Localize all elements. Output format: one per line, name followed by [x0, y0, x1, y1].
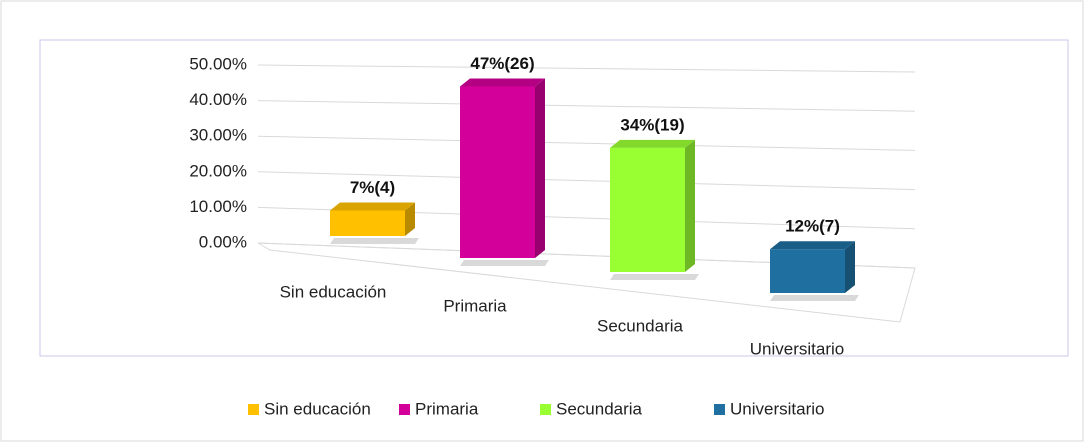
bar	[460, 86, 535, 258]
bar-shadow	[460, 260, 549, 266]
plot-border	[39, 39, 1069, 357]
bar-shadow	[610, 274, 699, 280]
value-label: 12%(7)	[785, 217, 840, 236]
y-tick-label: 30.00%	[189, 126, 247, 145]
bar-side	[405, 202, 415, 236]
legend-label: Sin educación	[264, 399, 371, 418]
legend-label: Primaria	[415, 399, 479, 418]
legend-label: Secundaria	[556, 399, 643, 418]
legend-swatch	[399, 404, 410, 415]
grid-line	[257, 64, 916, 73]
bar-top	[610, 139, 695, 148]
x-tick-label: Universitario	[750, 339, 844, 358]
bar-top	[770, 241, 855, 250]
bar-shadow	[770, 295, 859, 301]
value-label: 47%(26)	[470, 54, 534, 73]
grid-line	[257, 100, 916, 112]
grid-line	[257, 171, 916, 191]
floor	[257, 242, 916, 323]
bar-top	[330, 202, 415, 211]
bar	[610, 147, 685, 272]
x-tick-label: Sin educación	[280, 282, 387, 301]
bar	[330, 210, 405, 236]
value-label: 34%(19)	[620, 115, 684, 134]
bar-side	[845, 241, 855, 293]
value-label: 7%(4)	[350, 178, 395, 197]
bar-shadow	[330, 238, 419, 244]
y-tick-label: 20.00%	[189, 161, 247, 180]
y-tick-label: 0.00%	[199, 232, 247, 251]
legend-swatch	[248, 404, 259, 415]
bar-side	[535, 78, 545, 258]
legend-label: Universitario	[730, 399, 824, 418]
x-tick-label: Primaria	[443, 296, 507, 315]
bar-side	[685, 139, 695, 272]
y-tick-label: 50.00%	[189, 54, 247, 73]
grid-line	[257, 135, 916, 151]
y-tick-label: 10.00%	[189, 197, 247, 216]
bar	[770, 249, 845, 293]
bar-top	[460, 78, 545, 87]
y-tick-label: 40.00%	[189, 90, 247, 109]
legend-swatch	[540, 404, 551, 415]
x-tick-label: Secundaria	[597, 316, 684, 335]
legend-swatch	[714, 404, 725, 415]
